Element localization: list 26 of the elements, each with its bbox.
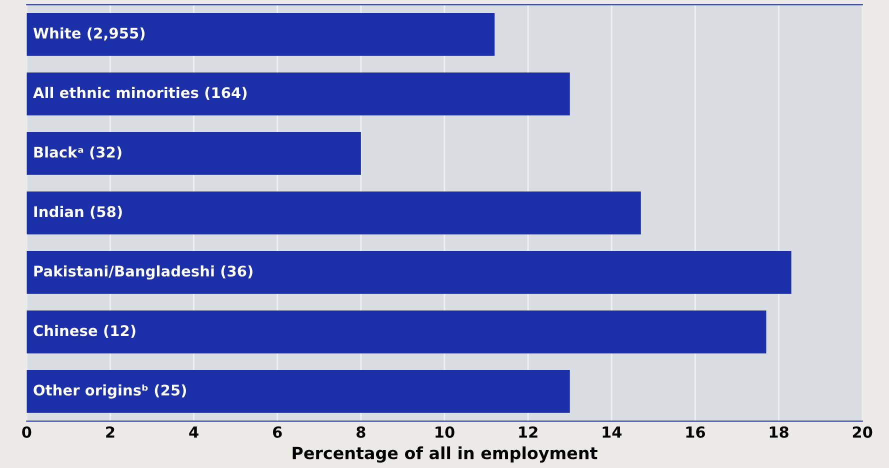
x-tick-label: 14 bbox=[602, 426, 622, 438]
x-tick-label: 16 bbox=[686, 426, 706, 438]
bar bbox=[26, 13, 495, 56]
x-tick-label: 2 bbox=[106, 426, 114, 438]
y-tick-label: Indian (58) bbox=[34, 206, 122, 219]
x-tick-label: 0 bbox=[22, 426, 32, 438]
bar bbox=[26, 370, 570, 413]
bar bbox=[26, 192, 641, 234]
y-tick-label: Blackᵃ (32) bbox=[34, 146, 122, 160]
y-tick-label: Pakistani/Bangladeshi (36) bbox=[34, 265, 252, 280]
x-axis-title: Percentage of all in employment bbox=[292, 446, 598, 463]
bar bbox=[26, 72, 570, 116]
y-tick-label: White (2,955) bbox=[33, 27, 145, 41]
y-tick-label: Chinese (12) bbox=[34, 324, 136, 338]
bar bbox=[26, 310, 766, 354]
x-tick-label: 6 bbox=[273, 426, 282, 438]
x-tick-label: 20 bbox=[852, 426, 872, 438]
x-tick-label: 10 bbox=[436, 426, 454, 438]
bar bbox=[26, 251, 792, 294]
x-tick-label: 4 bbox=[189, 426, 198, 438]
x-tick-label: 12 bbox=[519, 426, 538, 438]
x-tick-label: 18 bbox=[770, 426, 788, 438]
x-tick-label: 8 bbox=[356, 426, 366, 438]
y-tick-label: All ethnic minorities (164) bbox=[33, 86, 247, 100]
y-tick-label: Other originsᵇ (25) bbox=[34, 384, 186, 399]
bar bbox=[26, 132, 361, 175]
